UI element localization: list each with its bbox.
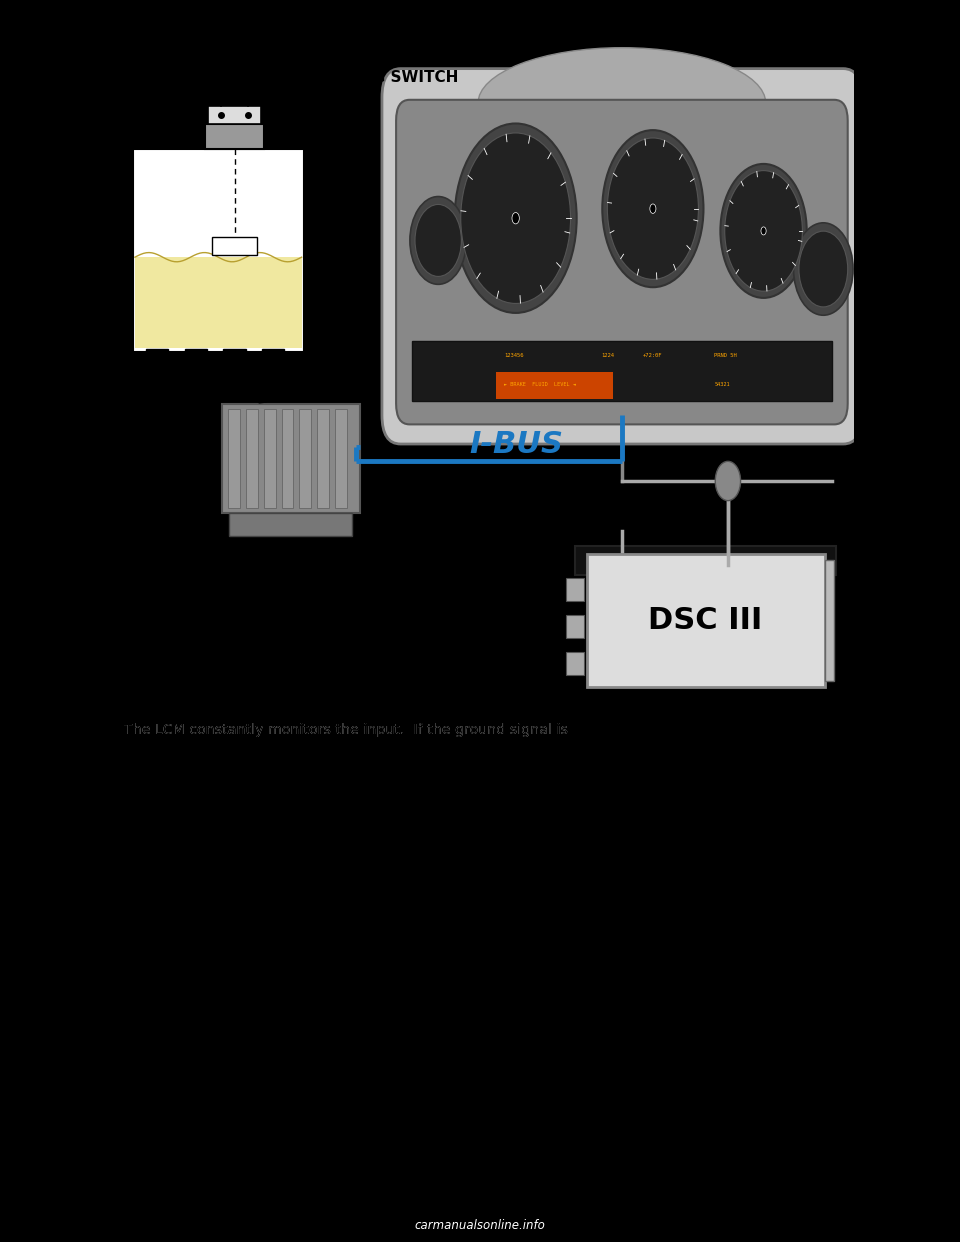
Text: ► BRAKE  FLUID  LEVEL ◄: ► BRAKE FLUID LEVEL ◄ bbox=[504, 383, 576, 388]
Circle shape bbox=[455, 123, 577, 313]
Circle shape bbox=[415, 205, 462, 277]
Bar bbox=[146, 349, 168, 375]
Circle shape bbox=[720, 164, 806, 298]
Text: A new fluid level switch is incorporated into the reservoir cap.: A new fluid level switch is incorporated… bbox=[124, 565, 564, 579]
Circle shape bbox=[799, 231, 848, 307]
Text: 2.  Notify the DSC III via CAN that the Fluid level has been low for more than 2: 2. Notify the DSC III via CAN that the F… bbox=[124, 939, 756, 954]
Circle shape bbox=[761, 227, 766, 235]
FancyBboxPatch shape bbox=[382, 68, 862, 443]
Text: LCM: LCM bbox=[276, 554, 306, 569]
Bar bbox=[184, 349, 207, 375]
Text: •  When level drops below allowable limits, switch opens.: • When level drops below allowable limit… bbox=[128, 621, 536, 635]
FancyBboxPatch shape bbox=[575, 545, 836, 575]
Text: BRAKE FLUID LEVEL WARNING SWITCH: BRAKE FLUID LEVEL WARNING SWITCH bbox=[127, 70, 458, 84]
Bar bbox=[317, 410, 329, 508]
Bar bbox=[264, 410, 276, 508]
Circle shape bbox=[715, 461, 740, 501]
Bar bbox=[222, 404, 360, 513]
Bar bbox=[207, 106, 261, 124]
Text: The LCM constantly monitors the input.  If the ground signal is: The LCM constantly monitors the input. I… bbox=[124, 723, 572, 738]
Text: +72:0F: +72:0F bbox=[643, 353, 662, 358]
Text: minates the DSC indicator in the cluster.: minates the DSC indicator in the cluster… bbox=[124, 1004, 412, 1017]
Text: 1224: 1224 bbox=[601, 353, 613, 358]
Circle shape bbox=[461, 133, 570, 303]
FancyBboxPatch shape bbox=[396, 99, 848, 425]
Text: the LCM sig-: the LCM sig- bbox=[668, 723, 760, 738]
Text: •  With sufficient fluid level the reed contact is closed.: • With sufficient fluid level the reed c… bbox=[128, 594, 514, 607]
Bar bbox=[224, 349, 246, 375]
Text: the charge pump, the charge pump activation is delayed.: the charge pump, the charge pump activat… bbox=[124, 807, 534, 821]
Bar bbox=[335, 410, 347, 508]
Bar bbox=[300, 410, 311, 508]
Text: Since the normal position is closed, this circuit is monitored: Since the normal position is closed, thi… bbox=[124, 655, 548, 669]
Text: DSC III: DSC III bbox=[648, 606, 763, 635]
Circle shape bbox=[650, 204, 656, 214]
Text: for shorts to + and ground.: for shorts to + and ground. bbox=[124, 683, 318, 697]
Circle shape bbox=[608, 138, 699, 279]
Circle shape bbox=[602, 130, 704, 287]
Text: III control module over the CAN bus.  If the signal is received just prior to th: III control module over the CAN bus. If … bbox=[124, 779, 763, 792]
Bar bbox=[565, 615, 585, 638]
Text: 123456: 123456 bbox=[504, 353, 524, 358]
Ellipse shape bbox=[478, 47, 766, 159]
Bar bbox=[495, 371, 613, 399]
Bar bbox=[132, 149, 303, 351]
Bar bbox=[212, 237, 257, 255]
Text: PRND 5H: PRND 5H bbox=[714, 353, 737, 358]
Bar bbox=[262, 349, 284, 375]
Text: nals the Instrument cluster of the condition.  The instrument cluster then infor: nals the Instrument cluster of the condi… bbox=[124, 751, 765, 765]
Bar bbox=[587, 554, 825, 687]
Bar bbox=[135, 257, 301, 348]
Bar bbox=[281, 410, 294, 508]
Circle shape bbox=[512, 212, 519, 224]
Text: The DSC III control module immediately switches DSC III functions off and contin: The DSC III control module immediately s… bbox=[124, 975, 773, 990]
Circle shape bbox=[794, 222, 853, 315]
Text: the Instrument Cluster:: the Instrument Cluster: bbox=[124, 876, 290, 889]
Circle shape bbox=[410, 196, 467, 284]
Bar bbox=[565, 652, 585, 674]
Text: If the signal is present for more then 25 seconds, the LCM issues two I BUS mess: If the signal is present for more then 2… bbox=[124, 847, 750, 862]
Text: The LCM constantly monitors the input.  If the ground signal is: The LCM constantly monitors the input. I… bbox=[124, 723, 572, 738]
Text: 1.  Post “Brake Fluid Level” in the Matrix display: 1. Post “Brake Fluid Level” in the Matri… bbox=[124, 912, 466, 925]
Bar bbox=[565, 578, 585, 601]
Bar bbox=[246, 410, 257, 508]
Bar bbox=[204, 124, 265, 149]
Text: The LCM constantly monitors the input.  If the ground signal is momentary, the L: The LCM constantly monitors the input. I… bbox=[124, 723, 752, 738]
Bar bbox=[228, 410, 240, 508]
Bar bbox=[229, 513, 352, 537]
Text: momentary,: momentary, bbox=[572, 723, 668, 738]
Text: 54321: 54321 bbox=[714, 383, 730, 388]
Text: CAN: CAN bbox=[650, 446, 708, 469]
Bar bbox=[412, 342, 832, 401]
Text: I-BUS: I-BUS bbox=[468, 430, 563, 458]
Text: carmanualsonline.info: carmanualsonline.info bbox=[415, 1220, 545, 1232]
Text: 23: 23 bbox=[823, 1166, 842, 1181]
Circle shape bbox=[725, 170, 803, 291]
Bar bbox=[825, 559, 833, 681]
